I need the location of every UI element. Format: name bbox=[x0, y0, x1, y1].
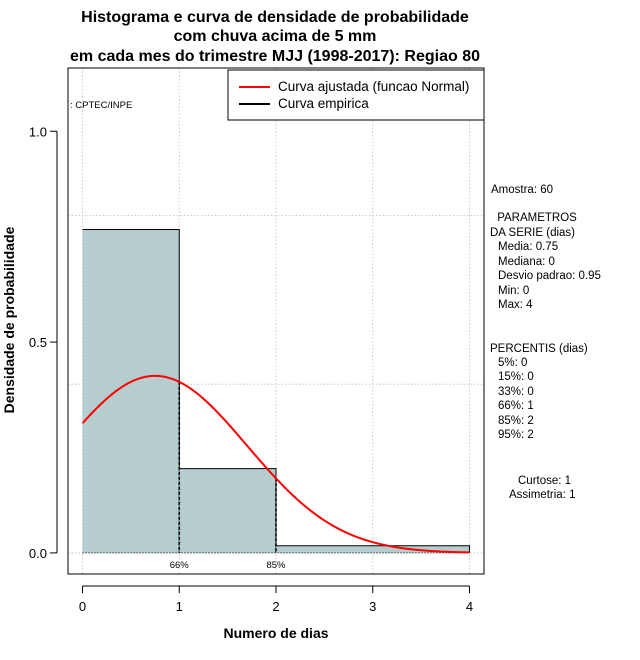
stats-curtose: Curtose: 1 bbox=[518, 475, 571, 487]
histogram-bars bbox=[82, 228, 470, 554]
histogram-bar-0 bbox=[82, 229, 180, 553]
histogram-bar-1 bbox=[179, 468, 276, 553]
stats-p15: 15%: 0 bbox=[498, 371, 534, 383]
x-tick-label-2: 2 bbox=[272, 599, 279, 614]
percentile-label-1: 85% bbox=[266, 560, 286, 571]
stats-max: Max: 4 bbox=[498, 299, 533, 311]
normal-curve-layer bbox=[81, 374, 470, 554]
legend: Curva ajustada (funcao Normal) Curva emp… bbox=[227, 69, 485, 121]
stats-media: Media: 0.75 bbox=[498, 241, 558, 253]
stats-panel: Amostra: 60 PARAMETROS DA SERIE (dias) M… bbox=[490, 184, 601, 501]
x-tick-label-4: 4 bbox=[466, 599, 473, 614]
legend-label-empirical: Curva empirica bbox=[278, 96, 369, 111]
x-axis-title: Numero de dias bbox=[223, 625, 328, 641]
empirical-step-0 bbox=[82, 228, 180, 553]
x-tick-label-1: 1 bbox=[176, 599, 183, 614]
stats-p33: 33%: 0 bbox=[498, 386, 534, 398]
stats-p5: 5%: 0 bbox=[498, 357, 527, 369]
y-tick-label-2: 1.0 bbox=[29, 124, 47, 139]
chart-title-line-2: com chuva acima de 5 mm bbox=[174, 28, 377, 45]
y-tick-label-0: 0.0 bbox=[29, 546, 47, 561]
stats-mediana: Mediana: 0 bbox=[498, 256, 555, 268]
plot-frame bbox=[67, 67, 485, 575]
y-axis-title: Densidade de probabilidade bbox=[1, 226, 17, 413]
chart-title-line-3: em cada mes do trimestre MJJ (1998-2017)… bbox=[70, 48, 480, 65]
normal-curve bbox=[81, 374, 470, 554]
stats-p85: 85%: 2 bbox=[498, 415, 534, 427]
percentile-label-0: 66% bbox=[170, 560, 190, 571]
percentile-markers: 66% 85% bbox=[170, 381, 286, 571]
stats-amostra: Amostra: 60 bbox=[491, 184, 553, 196]
stats-p66: 66%: 1 bbox=[498, 400, 534, 412]
stats-min: Min: 0 bbox=[498, 285, 529, 297]
watermark-text: : CPTEC/INPE bbox=[70, 100, 132, 111]
legend-box bbox=[227, 69, 485, 121]
y-tick-label-1: 0.5 bbox=[29, 335, 47, 350]
stats-desvio: Desvio padrao: 0.95 bbox=[498, 270, 601, 282]
axes: 0 1 2 3 4 0.0 0.5 1.0 bbox=[29, 124, 473, 614]
stats-p95: 95%: 2 bbox=[498, 429, 534, 441]
histogram-bar-2 bbox=[276, 545, 470, 553]
stats-percentis-title: PERCENTIS (dias) bbox=[490, 343, 588, 355]
chart-title-line-1: Histograma e curva de densidade de proba… bbox=[81, 9, 469, 26]
stats-param-title-1: PARAMETROS bbox=[494, 212, 577, 224]
x-tick-label-3: 3 bbox=[369, 599, 376, 614]
legend-label-normal: Curva ajustada (funcao Normal) bbox=[278, 79, 469, 94]
x-tick-label-0: 0 bbox=[79, 599, 86, 614]
stats-assimetria: Assimetria: 1 bbox=[509, 489, 575, 501]
empirical-step-2 bbox=[276, 545, 470, 553]
stats-param-title-2: DA SERIE (dias) bbox=[490, 227, 575, 239]
